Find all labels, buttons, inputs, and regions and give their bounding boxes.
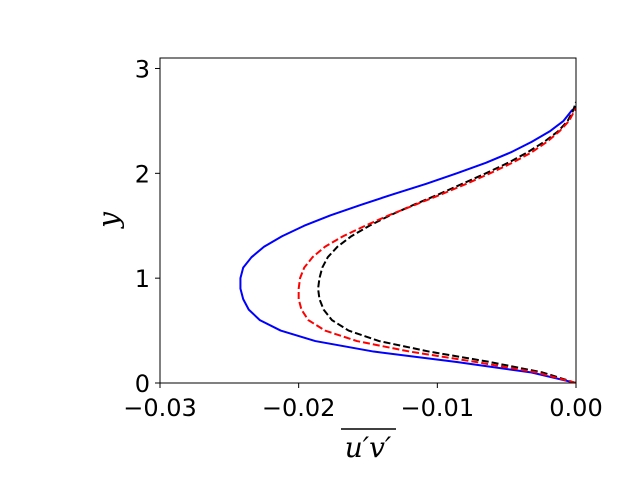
y-tick-label: 0	[135, 370, 150, 398]
y-axis-label: y	[92, 211, 125, 230]
series-line-1	[239, 106, 576, 383]
y-tick-label: 2	[135, 160, 150, 188]
y-tick-label: 1	[135, 265, 150, 293]
series-line-3	[297, 107, 576, 383]
series-layer	[239, 101, 576, 383]
x-tick-label: −0.02	[262, 394, 336, 422]
series-line-2	[317, 101, 576, 383]
x-axis-label: u′v′	[345, 431, 392, 464]
y-axis-ticks: 0 1 2 3	[135, 55, 160, 398]
x-tick-label: −0.01	[401, 394, 475, 422]
y-tick-label: 3	[135, 55, 150, 83]
x-axis-ticks: −0.03 −0.02 −0.01 0.00	[123, 383, 603, 422]
plot-frame	[159, 57, 577, 384]
x-tick-label: −0.03	[123, 394, 197, 422]
x-tick-label: 0.00	[549, 394, 602, 422]
